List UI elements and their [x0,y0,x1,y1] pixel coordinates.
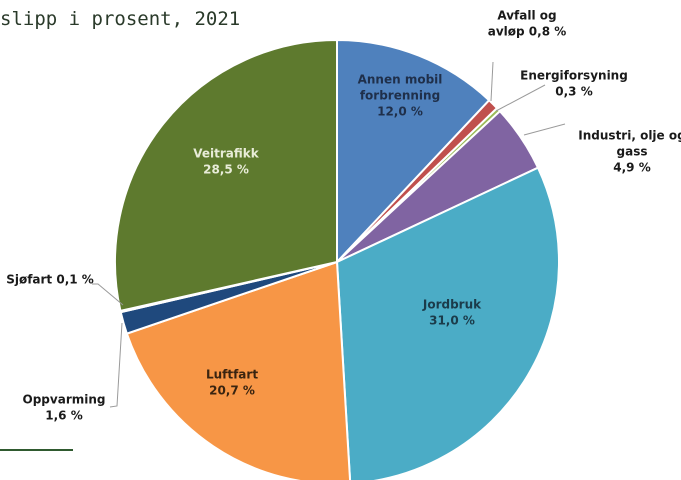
pie-slice [125,260,352,480]
leader-line [109,322,123,408]
slice-label: Oppvarming [23,393,106,407]
slice-value-label: 28,5 % [203,163,249,177]
pie-slice [336,38,491,265]
slice-value-label: 31,0 % [429,314,475,328]
leader-line [523,123,566,136]
slice-value-label: 20,7 % [209,384,255,398]
pie-slice [335,166,560,480]
slice-label: avløp 0,8 % [488,25,567,39]
slice-label: forbrenning [360,89,440,103]
slice-label: gass [617,145,648,159]
slice-label: Avfall og [497,9,556,23]
chart-title: slipp i prosent, 2021 [0,8,241,30]
slice-label: Industri, olje og [578,129,681,143]
divider-line [0,449,73,451]
slice-label: Luftfart [206,368,258,382]
slice-label: Sjøfart 0,1 % [6,273,94,287]
slice-value-label: 12,0 % [377,105,423,119]
leader-line [92,283,124,306]
slice-value-label: 1,6 % [45,409,82,423]
slice-label: Annen mobil [358,73,443,87]
leader-line [490,61,494,102]
slice-label: Veitrafikk [193,147,260,161]
leader-line [495,84,546,112]
slice-value-label: 4,9 % [613,161,650,175]
slice-label: Energiforsyning [520,69,628,83]
slice-label: Jordbruk [422,298,482,312]
slice-value-label: 0,3 % [555,85,592,99]
pie-slice [113,38,338,313]
